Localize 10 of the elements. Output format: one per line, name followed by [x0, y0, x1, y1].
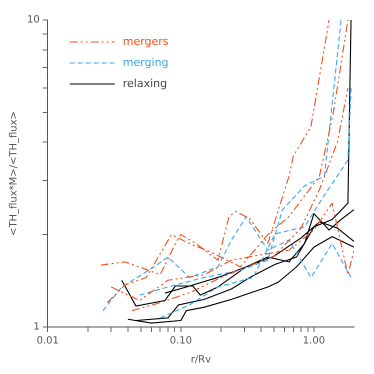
y-tick-label: 1: [33, 322, 40, 333]
legend-label: merging: [122, 56, 169, 69]
x-tick-label: 0.01: [36, 336, 59, 347]
legend-label: relaxing: [122, 76, 168, 90]
x-tick-label: 0.10: [170, 336, 192, 347]
x-axis-title: r/Rv: [190, 354, 212, 366]
x-tick-label: 1.00: [302, 336, 326, 347]
y-axis-title: <TH_flux*M>/<TH_flux>: [8, 111, 20, 236]
y-tick-label: 10: [26, 14, 40, 26]
legend-label: mergers: [122, 34, 169, 48]
